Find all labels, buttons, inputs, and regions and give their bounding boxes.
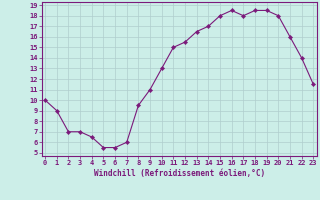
X-axis label: Windchill (Refroidissement éolien,°C): Windchill (Refroidissement éolien,°C) — [94, 169, 265, 178]
